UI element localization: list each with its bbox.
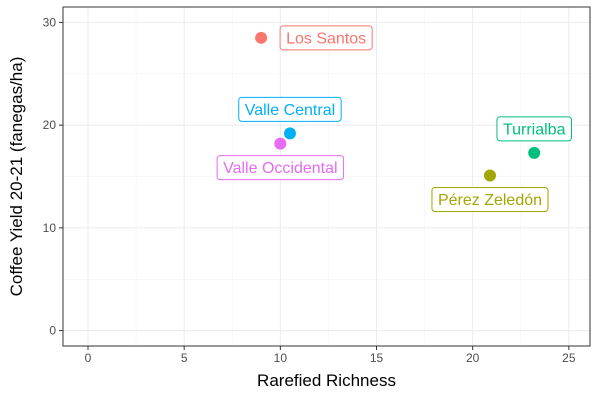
y-axis-title: Coffee Yield 20-21 (fanegas/ha)	[7, 57, 26, 297]
label-box	[238, 96, 342, 122]
plot-border	[62, 6, 591, 347]
point-label: Valle Central	[238, 96, 342, 122]
x-tick-label: 0	[85, 351, 92, 365]
x-tick-label: 25	[562, 351, 576, 365]
data-point	[283, 127, 296, 140]
data-point	[255, 31, 268, 44]
panel-border-rect	[62, 6, 591, 347]
point-label: Valle Occidental	[216, 155, 345, 181]
point-label: Los Santos	[279, 25, 373, 51]
label-box	[279, 25, 373, 51]
point-label: Pérez Zeledón	[431, 186, 549, 212]
x-tick-label: 20	[466, 351, 480, 365]
axes: 0 5 10 15 20 25 0 10 20 30	[43, 15, 576, 365]
label-box	[216, 155, 345, 181]
label-text: Los Santos	[286, 30, 366, 47]
label-text: Valle Central	[245, 102, 335, 119]
label-box	[431, 186, 549, 212]
y-tick-label: 10	[43, 221, 57, 235]
x-tick-label: 15	[370, 351, 384, 365]
label-box	[496, 116, 572, 142]
label-text: Turrialba	[503, 121, 566, 138]
data-point	[528, 146, 541, 159]
y-tick-label: 0	[49, 324, 56, 338]
y-tick-label: 20	[43, 118, 57, 132]
x-tick-label: 5	[181, 351, 188, 365]
label-text: Valle Occidental	[223, 160, 337, 177]
data-point	[483, 169, 496, 182]
data-point	[274, 137, 287, 150]
y-tick-label: 30	[43, 15, 57, 29]
point-labels: Los Santos Valle Central Valle Occidental T…	[216, 25, 572, 212]
label-text: Pérez Zeledón	[438, 192, 542, 209]
point-label: Turrialba	[496, 116, 572, 142]
x-tick-label: 10	[274, 351, 288, 365]
x-axis-title: Rarefied Richness	[257, 371, 396, 390]
data-points	[255, 31, 541, 182]
